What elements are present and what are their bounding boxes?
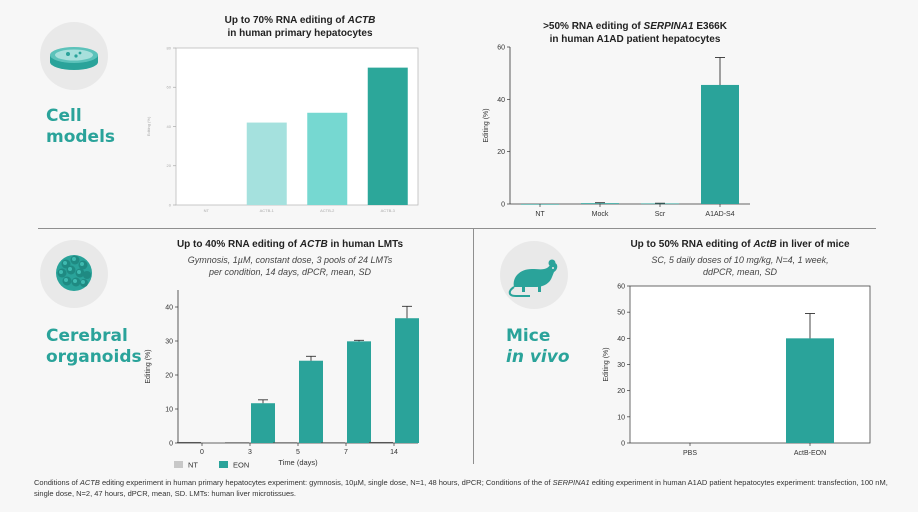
section-mice-line2: in vivo [506,347,570,367]
chart3-title: Up to 40% RNA editing of ACTB in human L… [176,239,404,250]
chart3-ytick-label: 10 [165,406,173,413]
chart3: 0 10 20 30 40 Editing (%) 0 3 5 7 14 Time (days) NT E… [145,290,419,470]
petri-dish-icon [50,47,98,70]
organoids-icon-circle [40,240,108,308]
chart4-title: Up to 50% RNA editing of ActB in liver o… [630,239,850,250]
chart3-bar-eon [347,341,371,443]
chart4-ytick-label: 0 [621,440,625,447]
chart3-bar-eon [395,318,419,443]
chart4-ytick-label: 10 [617,414,625,421]
chart3-xtick-label: 5 [296,449,300,456]
section-cell-line1: Cell [46,106,82,126]
chart2-ytick-label: 20 [497,149,505,156]
chart1-xtick-label: NT [204,208,210,213]
chart3-ylabel: Editing (%) [145,349,152,383]
chart2-title: >50% RNA editing of SERPINA1 E366K in hu… [543,21,727,45]
section-cell-line2: models [46,127,116,147]
chart2-ytick-label: 60 [497,44,505,51]
chart3-legend-label-eon: EON [233,461,249,470]
chart1: 0 20 40 60 80 Editing (%) NT ACTB-1 ACTB-2 ACTB-3 [146,45,419,213]
chart2-ylabel: Editing (%) [483,108,490,142]
chart3-legend-label-nt: NT [188,461,198,470]
chart3-bar-nt [369,441,393,443]
chart1-ytick-label: 0 [169,202,172,207]
section-mice-line1: Mice [506,326,551,346]
chart1-xtick-label: ACTB-2 [320,208,335,213]
chart3-ytick-label: 0 [169,440,173,447]
chart2-ytick-label: 40 [497,97,505,104]
section-label-cell-models: Cell models [46,106,115,148]
chart3-xlabel: Time (days) [278,458,318,467]
chart3-subtitle: Gymnosis, 1µM, constant dose, 3 pools of… [187,255,393,277]
chart2-xtick-label: NT [535,211,545,218]
chart2-bar [701,84,739,204]
chart3-ytick-label: 20 [165,372,173,379]
chart4-xtick-label: ActB-EON [794,450,826,457]
chart1-bar [307,112,348,205]
chart3-bar-nt [225,442,249,443]
chart4-ytick-label: 60 [617,283,625,290]
mouse-icon [508,259,558,297]
section-label-organoids: Cerebral organoids [46,326,142,368]
chart1-bar [367,67,408,205]
footnote: Conditions of ACTB editing experiment in… [34,478,888,498]
chart3-ytick-label: 40 [165,304,173,311]
chart4-ytick-label: 50 [617,310,625,317]
chart3-xtick-label: 7 [344,449,348,456]
chart4: 0 10 20 30 40 50 60 Editing (%) PBS ActB-EON [603,283,871,457]
section-organoids-line1: Cerebral [46,326,128,346]
chart3-bar-eon [251,403,275,443]
mice-icon-circle [500,241,568,309]
chart1-xtick-label: ACTB-1 [260,208,275,213]
section-organoids-line2: organoids [46,347,142,367]
chart1-title: Up to 70% RNA editing of ACTB in human p… [224,15,376,39]
chart3-xtick-label: 14 [390,449,398,456]
chart2-ytick-label: 0 [501,201,505,208]
chart4-ytick-label: 40 [617,336,625,343]
chart1-xtick-label: ACTB-3 [381,208,396,213]
chart1-bar [246,122,287,205]
chart4-bar [786,338,834,443]
chart2-xtick-label: Mock [592,211,609,218]
chart3-bar-nt [273,442,297,443]
cell-models-icon-circle [40,22,108,90]
chart3-legend-swatch-eon [219,461,228,468]
chart4-ytick-label: 20 [617,388,625,395]
chart3-xtick-label: 3 [248,449,252,456]
chart4-ylabel: Editing (%) [603,347,610,381]
chart2: 0 20 40 60 Editing (%) NT Mock Scr A1AD-S4 [483,44,750,218]
chart2-xtick-label: Scr [655,211,666,218]
divider-middle [473,228,474,464]
chart3-ytick-label: 30 [165,338,173,345]
chart3-bar-nt [177,441,201,443]
chart3-legend-swatch-nt [174,461,183,468]
divider-top [38,228,876,229]
chart3-bar-nt [321,442,345,443]
organoid-icon [56,255,92,291]
chart1-ylabel: Editing (%) [146,116,151,136]
chart4-xtick-label: PBS [683,450,697,457]
chart4-ytick-label: 30 [617,362,625,369]
chart1-ytick-label: 40 [167,124,172,129]
section-label-mice: Mice in vivo [506,326,570,368]
chart1-ytick-label: 20 [167,163,172,168]
chart3-xtick-label: 0 [200,449,204,456]
chart2-xtick-label: A1AD-S4 [705,211,734,218]
chart1-ytick-label: 60 [167,85,172,90]
chart1-ytick-label: 80 [167,45,172,50]
chart2-bar [641,203,679,205]
chart2-bar [581,203,619,204]
chart4-subtitle: SC, 5 daily doses of 10 mg/kg, N=4, 1 we… [651,255,829,277]
chart3-bar-eon [299,360,323,443]
